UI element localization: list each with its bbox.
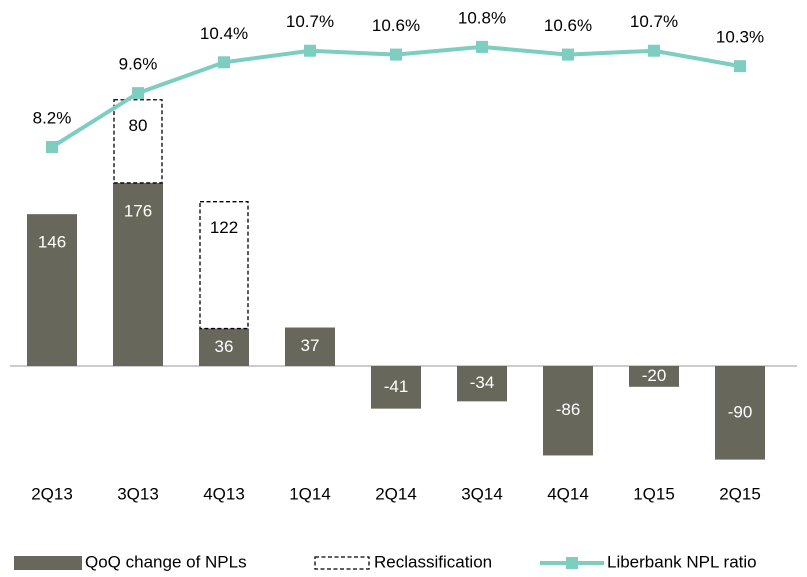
x-tick-label: 1Q15 [633, 484, 675, 503]
reclassification-bar [199, 201, 249, 330]
legend-label: QoQ change of NPLs [85, 552, 247, 571]
bar [27, 214, 77, 366]
ratio-label: 10.6% [544, 16, 592, 35]
ratio-label: 10.6% [372, 16, 420, 35]
ratio-marker [46, 141, 58, 153]
bar [113, 182, 163, 366]
x-tick-label: 1Q14 [289, 484, 331, 503]
x-tick-label: 2Q15 [719, 484, 761, 503]
bar-label: 36 [215, 337, 234, 356]
ratio-marker [648, 44, 660, 57]
bar [371, 366, 421, 409]
bar-label: 146 [38, 233, 66, 252]
bar-label: -20 [642, 366, 667, 385]
bar-label: -34 [470, 373, 495, 392]
ratio-marker [304, 44, 316, 57]
ratio-marker [132, 87, 144, 100]
legend-swatch [566, 557, 578, 569]
ratio-marker [218, 56, 230, 69]
x-tick-label: 4Q13 [203, 484, 245, 503]
reclassification-label: 80 [129, 116, 148, 135]
x-tick-label: 2Q14 [375, 484, 417, 503]
ratio-label: 10.7% [630, 12, 678, 31]
ratio-label: 10.4% [200, 24, 248, 43]
bar [543, 366, 593, 456]
ratio-marker [390, 48, 402, 61]
x-tick-label: 4Q14 [547, 484, 589, 503]
legend-swatch [14, 556, 82, 570]
bar-label: 37 [301, 336, 320, 355]
legend-label: Reclassification [374, 552, 492, 571]
ratio-label: 10.3% [716, 28, 764, 47]
reclassification-label: 122 [210, 218, 238, 237]
bar [285, 327, 335, 366]
bar-label: -86 [556, 400, 581, 419]
ratio-marker [476, 40, 488, 53]
x-tick-label: 3Q13 [117, 484, 159, 503]
bar-label: 176 [124, 201, 152, 220]
bar [199, 328, 249, 366]
legend-swatch [314, 556, 370, 570]
bar [457, 366, 507, 402]
bar [629, 366, 679, 387]
x-tick-label: 3Q14 [461, 484, 503, 503]
ratio-label: 8.2% [33, 108, 72, 127]
x-tick-label: 2Q13 [31, 484, 73, 503]
legend-label: Liberbank NPL ratio [607, 552, 757, 571]
ratio-label: 9.6% [119, 55, 158, 74]
ratio-label: 10.8% [458, 8, 506, 27]
bar-label: -90 [728, 402, 753, 421]
bar-label: -41 [384, 377, 409, 396]
ratio-marker [562, 48, 574, 61]
reclassification-bar [113, 99, 163, 184]
ratio-marker [734, 60, 746, 73]
ratio-label: 10.7% [286, 12, 334, 31]
bar [715, 366, 765, 460]
